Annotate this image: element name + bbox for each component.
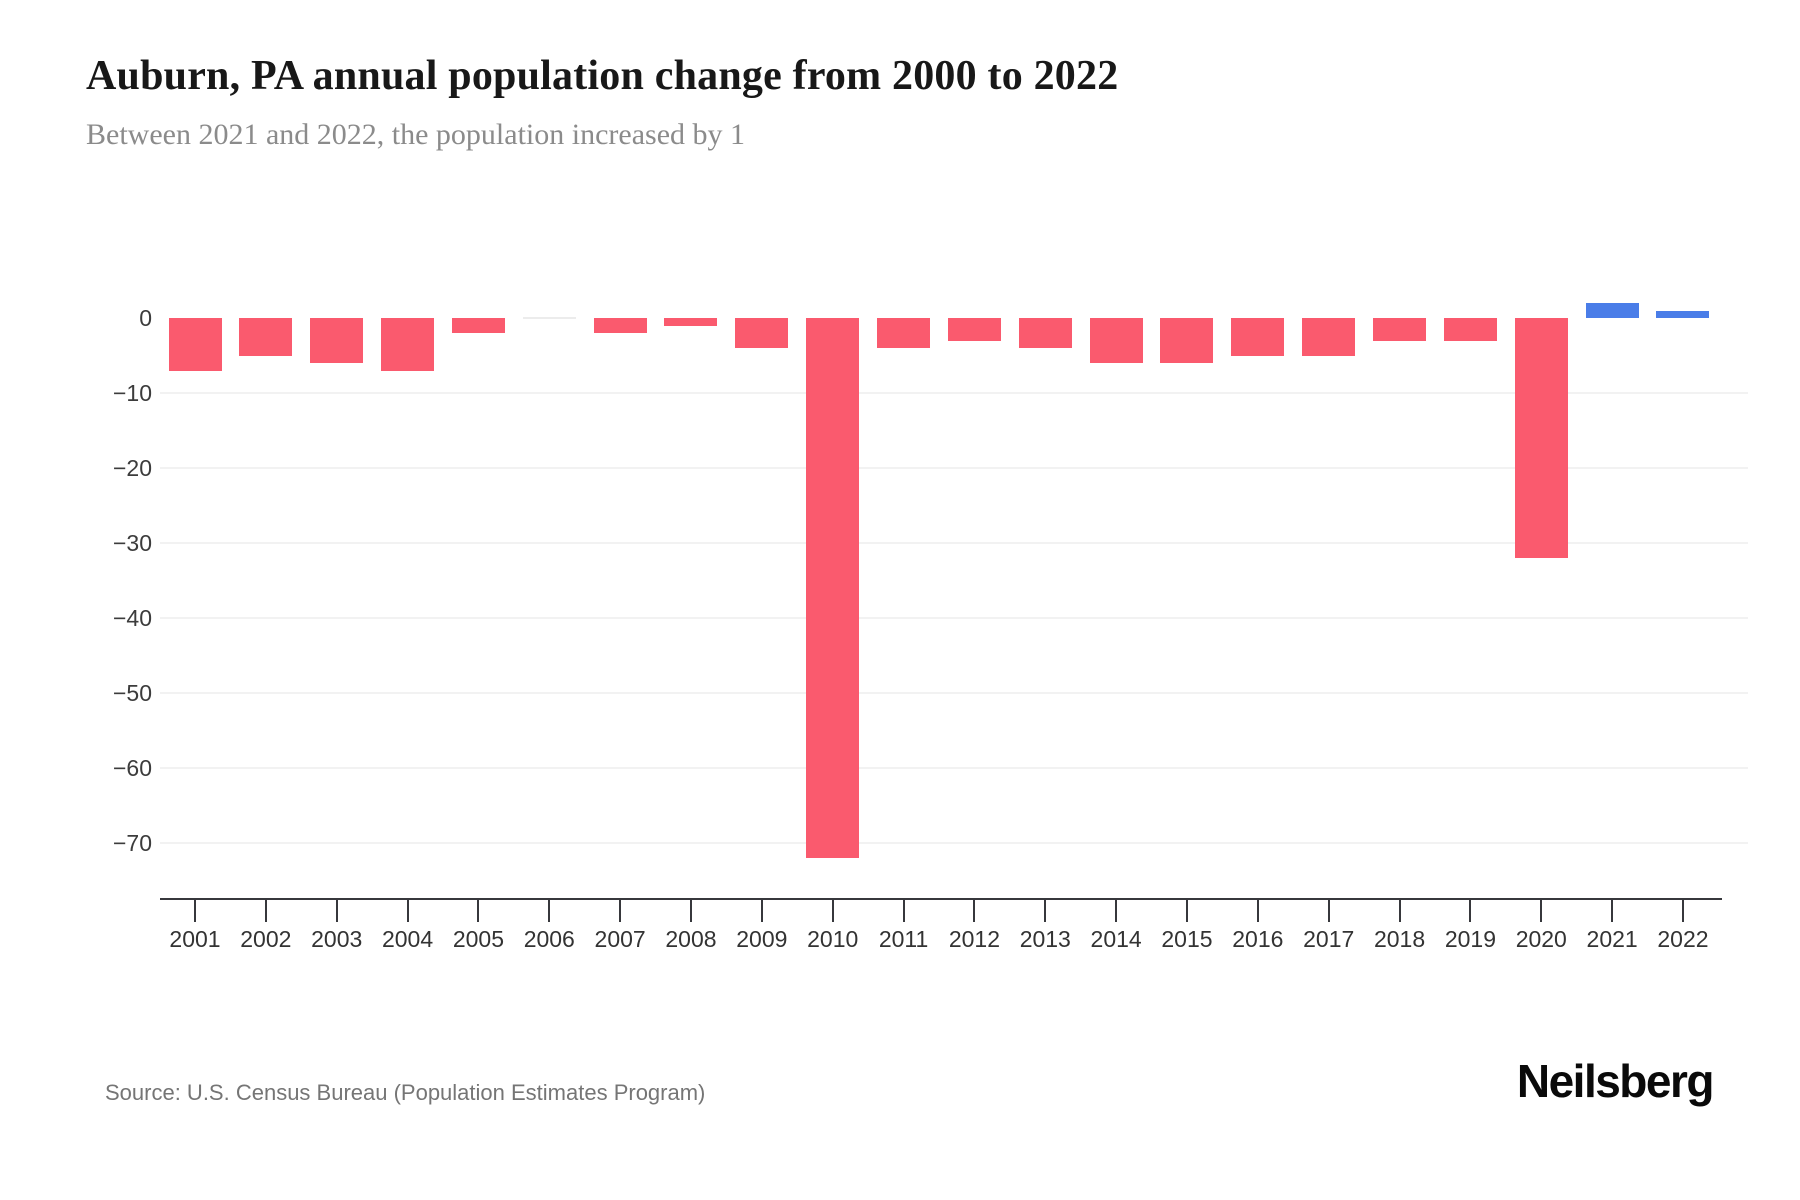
- x-tick-label: 2016: [1232, 926, 1284, 952]
- bar-2016: [1231, 318, 1285, 356]
- bar-2020: [1514, 318, 1568, 558]
- bar-2015: [1160, 318, 1214, 363]
- x-tick-label: 2014: [1090, 926, 1142, 952]
- x-tick-label: 2011: [878, 926, 929, 952]
- x-tick: [194, 900, 196, 922]
- x-tick-label: 2006: [523, 926, 575, 952]
- x-tick: [831, 900, 834, 922]
- x-tick: [619, 900, 622, 922]
- x-tick-label: 2001: [169, 926, 221, 952]
- y-gridline: [160, 467, 1748, 469]
- x-tick: [1611, 900, 1614, 922]
- y-tick-label: −40: [112, 605, 152, 631]
- y-tick-label: 0: [139, 305, 152, 331]
- bar-2013: [1018, 318, 1072, 348]
- bar-2010: [806, 318, 860, 858]
- y-gridline: [160, 392, 1748, 394]
- x-tick: [264, 900, 267, 922]
- bar-2002: [239, 318, 293, 356]
- x-tick: [406, 900, 409, 922]
- bar-2003: [310, 318, 364, 363]
- x-tick: [1185, 900, 1188, 922]
- y-gridline: [160, 542, 1748, 544]
- x-tick-label: 2002: [240, 926, 292, 952]
- bar-2008: [664, 318, 718, 326]
- x-tick-label: 2012: [948, 926, 1000, 952]
- x-tick: [760, 900, 763, 922]
- x-tick-label: 2020: [1515, 926, 1567, 952]
- chart-title: Auburn, PA annual population change from…: [86, 53, 1119, 99]
- bar-2011: [877, 318, 931, 348]
- x-tick: [1540, 900, 1543, 922]
- bar-2001: [168, 318, 222, 371]
- source-note: Source: U.S. Census Bureau (Population E…: [105, 1080, 706, 1105]
- x-tick-label: 2008: [665, 926, 717, 952]
- x-tick: [477, 900, 480, 922]
- x-tick: [973, 900, 976, 922]
- y-tick-label: −30: [112, 530, 152, 556]
- bar-2007: [593, 318, 647, 333]
- y-tick-label: −10: [112, 380, 152, 406]
- y-gridline: [160, 617, 1748, 619]
- x-tick-label: 2017: [1303, 926, 1355, 952]
- x-tick-label: 2018: [1373, 926, 1426, 952]
- bar-2018: [1373, 318, 1427, 341]
- y-gridline: [160, 767, 1748, 769]
- bar-2006: [522, 317, 576, 319]
- x-axis-line: [160, 898, 1722, 900]
- y-tick-label: −60: [112, 755, 152, 781]
- x-tick: [1398, 900, 1401, 922]
- x-tick-label: 2010: [807, 926, 859, 952]
- bar-2004: [381, 318, 435, 371]
- bar-2017: [1302, 318, 1356, 356]
- y-gridline: [160, 842, 1748, 844]
- x-tick: [1115, 900, 1118, 922]
- bar-2019: [1443, 318, 1497, 341]
- x-tick: [1256, 900, 1259, 922]
- brand-logo: Neilsberg: [1516, 1055, 1715, 1107]
- x-tick: [1044, 900, 1047, 922]
- x-tick-label: 2009: [736, 926, 788, 952]
- bar-2014: [1089, 318, 1143, 363]
- y-gridline: [160, 692, 1748, 694]
- x-tick: [902, 900, 905, 922]
- x-tick: [689, 900, 692, 922]
- x-tick-label: 2004: [381, 926, 434, 952]
- y-tick-label: −50: [112, 680, 152, 706]
- x-tick: [335, 900, 338, 922]
- bar-2022: [1656, 310, 1710, 318]
- y-tick-label: −20: [112, 455, 152, 481]
- bar-2021: [1585, 303, 1639, 318]
- x-tick-label: 2021: [1586, 926, 1638, 952]
- chart-subtitle: Between 2021 and 2022, the population in…: [86, 118, 746, 151]
- x-tick-label: 2013: [1019, 926, 1071, 952]
- y-tick-label: −70: [112, 830, 152, 856]
- bar-2005: [451, 318, 505, 333]
- x-tick-label: 2015: [1161, 926, 1213, 952]
- bar-2012: [947, 318, 1001, 341]
- x-tick-label: 2022: [1657, 926, 1709, 952]
- x-tick-label: 2007: [594, 926, 646, 952]
- bar-2009: [735, 318, 789, 348]
- x-tick-label: 2003: [311, 926, 363, 952]
- x-tick-label: 2005: [452, 926, 504, 952]
- x-tick: [1327, 900, 1330, 922]
- x-tick: [1469, 900, 1472, 922]
- x-tick: [1681, 900, 1684, 922]
- x-tick-label: 2019: [1444, 926, 1496, 952]
- x-tick: [548, 900, 551, 922]
